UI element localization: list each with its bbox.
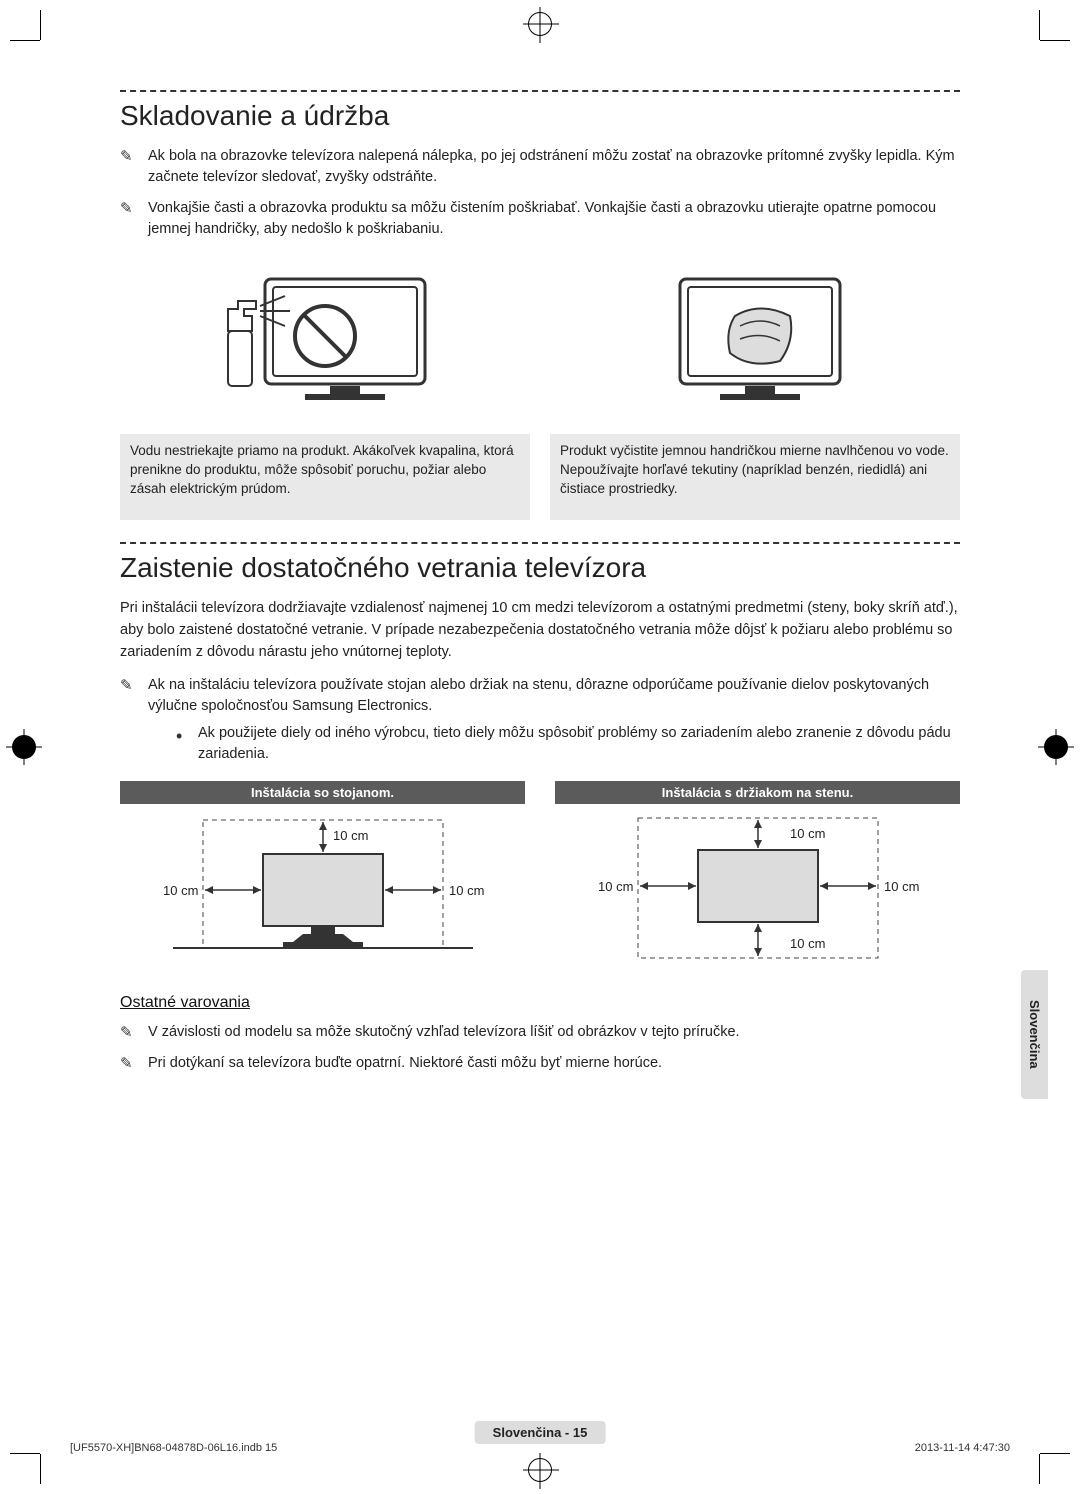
note-item: V závislosti od modelu sa môže skutočný … (120, 1022, 960, 1043)
note-item: Vonkajšie časti a obrazovka produktu sa … (120, 198, 960, 240)
notes-ventilation: Ak na inštaláciu televízora používate st… (120, 675, 960, 765)
note-text: Ak na inštaláciu televízora používate st… (148, 677, 929, 714)
page-footer: Slovenčina - 15 (475, 1421, 606, 1444)
other-warnings-heading: Ostatné varovania (120, 994, 960, 1012)
section-divider (120, 542, 960, 544)
caption-spray: Vodu nestriekajte priamo na produkt. Aká… (120, 434, 530, 520)
print-bleed-footer: [UF5570-XH]BN68-04878D-06L16.indb 15 201… (70, 1442, 1010, 1454)
notes-other: V závislosti od modelu sa môže skutočný … (120, 1022, 960, 1074)
registration-mark-icon (528, 1458, 552, 1482)
crop-mark (10, 40, 40, 41)
install-wall-header: Inštalácia s držiakom na stenu. (555, 781, 960, 804)
install-stand-header: Inštalácia so stojanom. (120, 781, 525, 804)
registration-mark-icon (528, 12, 552, 36)
tv-spray-icon (210, 261, 440, 421)
caption-cloth: Produkt vyčistite jemnou handričkou mier… (550, 434, 960, 520)
dim-label: 10 cm (884, 879, 919, 894)
section-title-ventilation: Zaistenie dostatočného vetrania televízo… (120, 552, 960, 584)
bleed-left: [UF5570-XH]BN68-04878D-06L16.indb 15 (70, 1442, 277, 1454)
section-title-storage: Skladovanie a údržba (120, 100, 960, 132)
notes-storage: Ak bola na obrazovke televízora nalepená… (120, 146, 960, 240)
section-divider (120, 90, 960, 92)
crop-mark (1040, 40, 1070, 41)
dim-label: 10 cm (163, 883, 198, 898)
bleed-right: 2013-11-14 4:47:30 (915, 1442, 1010, 1454)
note-item: Ak bola na obrazovke televízora nalepená… (120, 146, 960, 188)
note-item: Pri dotýkaní sa televízora buďte opatrní… (120, 1053, 960, 1074)
page-content: Skladovanie a údržba Ak bola na obrazovk… (120, 90, 960, 1404)
install-diagrams: Inštalácia so stojanom. 10 cm (120, 781, 960, 970)
tv-cloth-icon (640, 261, 870, 421)
registration-mark-icon (1044, 735, 1068, 759)
crop-mark (1040, 1453, 1070, 1454)
sub-note: Ak použijete diely od iného výrobcu, tie… (176, 723, 960, 765)
install-wall: Inštalácia s držiakom na stenu. 10 cm 10… (555, 781, 960, 970)
crop-mark (10, 1453, 40, 1454)
install-stand: Inštalácia so stojanom. 10 cm (120, 781, 525, 970)
dim-label: 10 cm (790, 936, 825, 951)
illustration-cloth: Produkt vyčistite jemnou handričkou mier… (550, 256, 960, 520)
dim-label: 10 cm (449, 883, 484, 898)
crop-mark (1039, 10, 1040, 40)
stand-diagram-icon: 10 cm 10 cm 10 cm (143, 810, 503, 970)
wall-diagram-icon: 10 cm 10 cm 10 cm 10 cm (578, 810, 938, 970)
note-item: Ak na inštaláciu televízora používate st… (120, 675, 960, 765)
illustration-row: Vodu nestriekajte priamo na produkt. Aká… (120, 256, 960, 520)
dim-label: 10 cm (790, 826, 825, 841)
crop-mark (1039, 1454, 1040, 1484)
crop-mark (40, 10, 41, 40)
language-tab: Slovenčina (1021, 970, 1048, 1099)
ventilation-intro: Pri inštalácii televízora dodržiavajte v… (120, 598, 960, 663)
dim-label: 10 cm (598, 879, 633, 894)
illustration-spray: Vodu nestriekajte priamo na produkt. Aká… (120, 256, 530, 520)
registration-mark-icon (12, 735, 36, 759)
dim-label: 10 cm (333, 828, 368, 843)
crop-mark (40, 1454, 41, 1484)
